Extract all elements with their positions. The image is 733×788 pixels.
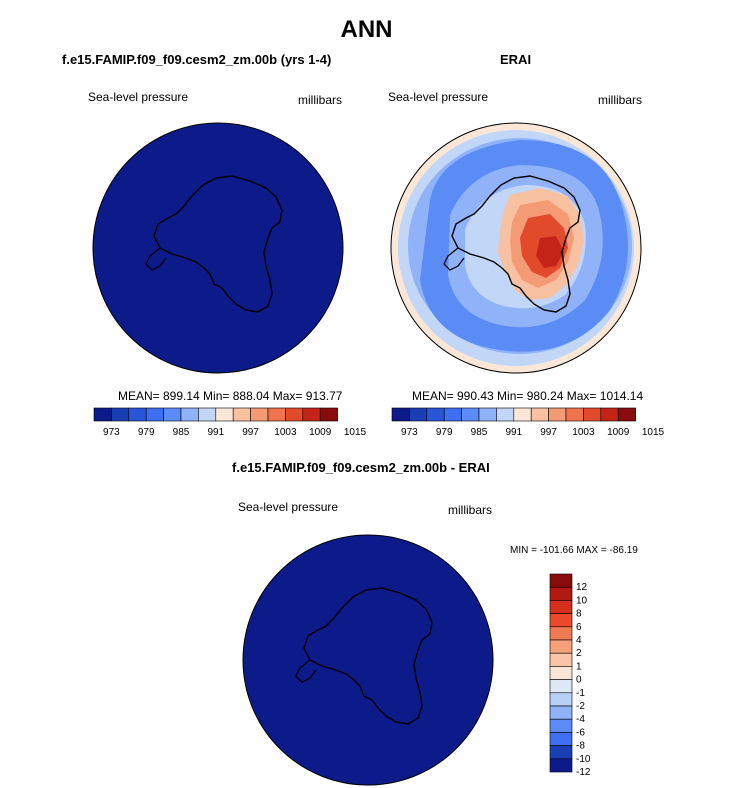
panel3-stats: MIN = -101.66 MAX = -86.19 bbox=[510, 545, 638, 556]
colorbar-swatch bbox=[549, 626, 573, 641]
colorbar-tick-label: -12 bbox=[576, 767, 591, 778]
panel1-variable: Sea-level pressure bbox=[88, 90, 189, 104]
colorbar-tick-label: 973 bbox=[103, 427, 120, 438]
colorbar-tick-label: -6 bbox=[576, 727, 585, 738]
colorbar-swatch bbox=[549, 666, 573, 680]
panel3-units: millibars bbox=[448, 503, 493, 517]
panel3-title: f.e15.FAMIP.f09_f09.cesm2_zm.00b - ERAI bbox=[232, 460, 490, 475]
colorbar-tick-label: 4 bbox=[576, 635, 582, 646]
colorbar-tick-label: 6 bbox=[576, 622, 582, 633]
panel3-variable: Sea-level pressure bbox=[238, 500, 339, 514]
colorbar-tick-label: 991 bbox=[505, 427, 522, 438]
colorbar-swatch bbox=[549, 732, 573, 746]
colorbar-tick-label: 991 bbox=[207, 427, 224, 438]
panel1-title: f.e15.FAMIP.f09_f09.cesm2_zm.00b (yrs 1-… bbox=[62, 52, 332, 67]
colorbar-tick-label: -4 bbox=[576, 714, 585, 725]
colorbar-tick-label: 985 bbox=[471, 427, 488, 438]
colorbar-swatch bbox=[549, 639, 573, 654]
colorbar-tick-label: 1015 bbox=[344, 427, 367, 438]
colorbar-tick-label: 997 bbox=[540, 427, 557, 438]
colorbar-tick-label: 8 bbox=[576, 609, 582, 620]
colorbar-swatch bbox=[549, 745, 573, 760]
colorbar-tick-label: 10 bbox=[576, 595, 588, 606]
panel2-units: millibars bbox=[598, 93, 643, 107]
colorbar-tick-label: 1003 bbox=[274, 427, 297, 438]
panel2-variable: Sea-level pressure bbox=[388, 90, 489, 104]
colorbar-tick-label: 0 bbox=[576, 675, 582, 686]
colorbar-tick-label: -10 bbox=[576, 754, 591, 765]
colorbar-tick-label: 12 bbox=[576, 582, 588, 593]
colorbar-swatch bbox=[549, 718, 573, 733]
colorbar-swatch bbox=[549, 758, 573, 773]
colorbar-swatch bbox=[549, 586, 573, 601]
colorbar-tick-label: -8 bbox=[576, 741, 585, 752]
colorbar-swatch bbox=[549, 573, 573, 588]
colorbar-tick-label: 1015 bbox=[642, 427, 665, 438]
colorbar-swatch bbox=[617, 407, 636, 422]
colorbar-swatch bbox=[549, 652, 573, 667]
colorbar-swatch bbox=[549, 613, 573, 628]
panel2-stats: MEAN= 990.43 Min= 980.24 Max= 1014.14 bbox=[412, 389, 644, 403]
colorbar-swatch bbox=[549, 705, 573, 720]
panel2-colorbar: 973 979 985 991 997 1003 1009 1015 bbox=[391, 407, 665, 438]
colorbar-tick-label: -2 bbox=[576, 701, 585, 712]
panel2-title: ERAI bbox=[500, 52, 532, 67]
colorbar-tick-label: 979 bbox=[138, 427, 155, 438]
colorbar-tick-label: 2 bbox=[576, 648, 582, 659]
colorbar-swatch bbox=[319, 407, 338, 422]
panel1-colorbar: 973 979 985 991 997 1003 1009 1015 bbox=[93, 407, 367, 438]
colorbar-tick-label: -1 bbox=[576, 688, 585, 699]
panel1-stats: MEAN= 899.14 Min= 888.04 Max= 913.77 bbox=[118, 389, 343, 403]
colorbar-tick-label: 1009 bbox=[607, 427, 630, 438]
panel1-units: millibars bbox=[298, 93, 343, 107]
colorbar-swatch bbox=[549, 692, 573, 707]
colorbar-tick-label: 979 bbox=[436, 427, 453, 438]
colorbar-tick-label: 1009 bbox=[309, 427, 332, 438]
colorbar-tick-label: 1003 bbox=[572, 427, 595, 438]
colorbar-tick-label: 997 bbox=[242, 427, 259, 438]
colorbar-tick-label: 973 bbox=[401, 427, 418, 438]
colorbar-swatch bbox=[549, 679, 573, 694]
figure-title: ANN bbox=[340, 16, 393, 43]
colorbar-tick-label: 1 bbox=[576, 661, 582, 672]
colorbar-tick-label: 985 bbox=[173, 427, 190, 438]
colorbar-swatch bbox=[549, 600, 573, 614]
